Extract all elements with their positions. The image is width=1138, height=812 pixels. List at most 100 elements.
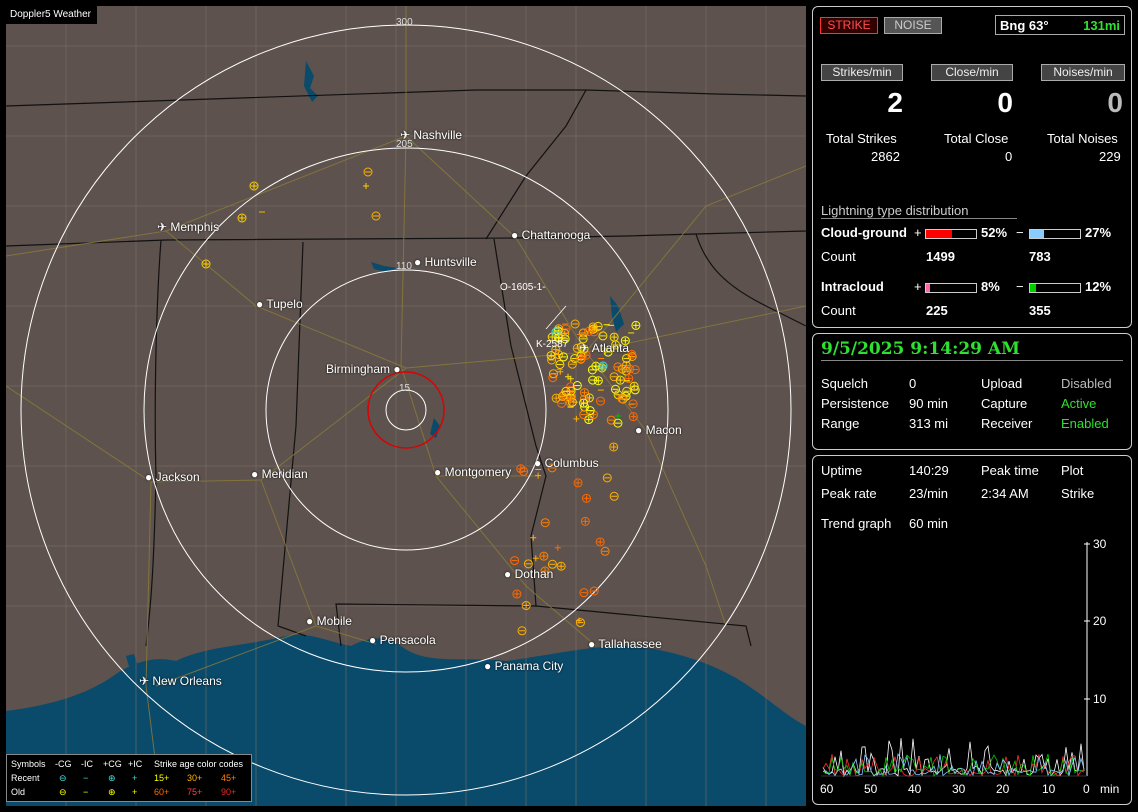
city-dot-icon: ● [306, 614, 317, 628]
cg-pos-bar [925, 229, 977, 239]
strike-marker [239, 215, 245, 221]
city-huntsville[interactable]: ● Huntsville [414, 255, 477, 269]
legend-recent-label: Recent [11, 773, 40, 783]
city-panama-city[interactable]: ● Panama City [484, 659, 564, 673]
city-dothan[interactable]: ● Dothan [504, 567, 554, 581]
strike-marker [558, 563, 565, 570]
strike-marker [553, 333, 563, 343]
strike-marker [517, 626, 527, 636]
strike-marker [586, 394, 593, 401]
city-montgomery[interactable]: ● Montgomery [434, 465, 512, 479]
ic-pos-bar [925, 283, 977, 293]
city-meridian[interactable]: ● Meridian [251, 467, 308, 481]
strike-marker [551, 345, 561, 355]
strike-marker [585, 328, 592, 335]
cg-neg-bar [1029, 229, 1081, 239]
city-pensacola[interactable]: ● Pensacola [369, 633, 436, 647]
legend-col: -CG [55, 759, 72, 769]
receiver-value[interactable]: Enabled [1061, 416, 1109, 431]
capture-label: Capture [981, 396, 1028, 411]
noise-button[interactable]: NOISE [884, 17, 942, 34]
x-tick-label: 40 [908, 782, 922, 796]
squelch-value[interactable]: 0 [909, 376, 917, 391]
strike-marker [580, 345, 587, 352]
strike-marker [596, 396, 606, 406]
ic-neg-bar-fill [1030, 284, 1036, 292]
peak-time-label: Peak time [981, 463, 1039, 478]
city-mobile[interactable]: ● Mobile [306, 614, 352, 628]
city-dot-icon: ● [256, 297, 267, 311]
noises-per-min-value: 0 [1107, 87, 1123, 118]
range-ring-label: 15 [399, 383, 411, 394]
legend-col: +IC [128, 759, 143, 769]
radar-map[interactable]: Doppler5 Weather 300 205 110 15 O-1605-1… [6, 6, 806, 806]
strike-marker [587, 365, 597, 375]
x-tick-label: 60 [820, 782, 834, 796]
cg-pos-count: 1499 [926, 249, 955, 264]
x-tick-label: 50 [864, 782, 878, 796]
total-close-value: 0 [1005, 149, 1013, 164]
city-columbus[interactable]: ● Columbus [534, 456, 599, 470]
legend-age-title: Strike age color codes [154, 759, 244, 769]
strike-marker [363, 167, 373, 177]
strike-marker [579, 410, 589, 420]
range-value[interactable]: 313 mi [909, 416, 949, 431]
minus-ic-icon: − [83, 773, 89, 783]
city-nashville[interactable]: ✈ Nashville [400, 128, 463, 142]
city-new-orleans[interactable]: ✈ New Orleans [139, 674, 222, 688]
x-tick-label: min [1100, 782, 1119, 796]
strike-marker [561, 330, 568, 337]
strike-marker [523, 559, 533, 569]
airport-icon: ✈ [139, 674, 153, 688]
distribution-title: Lightning type distribution [821, 203, 969, 218]
cg-pos-bar-fill [926, 230, 952, 238]
storm-id-label: O-1605-1- [500, 282, 546, 293]
city-dot-icon: ● [251, 467, 262, 481]
strike-button[interactable]: STRIKE [820, 17, 878, 34]
persistence-value[interactable]: 90 min [909, 396, 949, 411]
bearing-value: Bng 63° [1000, 18, 1049, 33]
strike-marker [598, 361, 608, 371]
peak-time-value: 2:34 AM [981, 486, 1029, 501]
strike-marker [573, 478, 583, 488]
trend-graph-value[interactable]: 60 min [909, 516, 949, 531]
y-tick-label: 30 [1093, 537, 1107, 551]
plus-cg-circle-icon: ⊕ [108, 787, 116, 797]
strike-marker [551, 393, 561, 403]
total-close-label: Total Close [944, 131, 1009, 146]
settings-panel: 9/5/2025 9:14:29 AM Squelch 0 Upload Dis… [812, 333, 1132, 450]
capture-value[interactable]: Active [1061, 396, 1097, 411]
strike-marker [532, 555, 539, 562]
city-birmingham[interactable]: Birmingham ● [326, 362, 401, 376]
range-ring-label: 300 [396, 17, 413, 28]
strike-marker [593, 376, 603, 386]
city-jackson[interactable]: ● Jackson [145, 470, 200, 484]
upload-value[interactable]: Disabled [1061, 376, 1112, 391]
strike-marker [597, 363, 607, 373]
x-tick-label: 30 [952, 782, 966, 796]
city-tallahassee[interactable]: ● Tallahassee [588, 637, 662, 651]
city-chattanooga[interactable]: ● Chattanooga [511, 228, 591, 242]
legend-old-label: Old [11, 787, 26, 797]
strike-marker [622, 337, 629, 344]
plus-sign: + [914, 279, 922, 294]
uptime-value: 140:29 [909, 463, 949, 478]
strike-marker [580, 516, 590, 526]
strike-marker [523, 602, 530, 609]
age-code: 60+ [154, 787, 170, 797]
strikes-per-min-value: 2 [887, 87, 903, 118]
strike-marker [632, 322, 639, 329]
city-atlanta[interactable]: ✈ Atlanta [579, 341, 630, 355]
minus-cg-circle-icon: ⊖ [59, 773, 67, 783]
city-tupelo[interactable]: ● Tupelo [256, 297, 303, 311]
ic-neg-count: 355 [1029, 303, 1051, 318]
strike-marker [513, 591, 520, 598]
strike-marker [539, 551, 549, 561]
city-macon[interactable]: ● Macon [635, 423, 682, 437]
strike-marker [628, 399, 638, 409]
strike-marker [612, 341, 619, 348]
strike-marker [556, 561, 566, 571]
plot-value[interactable]: Strike [1061, 486, 1095, 501]
minus-sign: − [1016, 279, 1024, 294]
city-memphis[interactable]: ✈ Memphis [157, 220, 220, 234]
